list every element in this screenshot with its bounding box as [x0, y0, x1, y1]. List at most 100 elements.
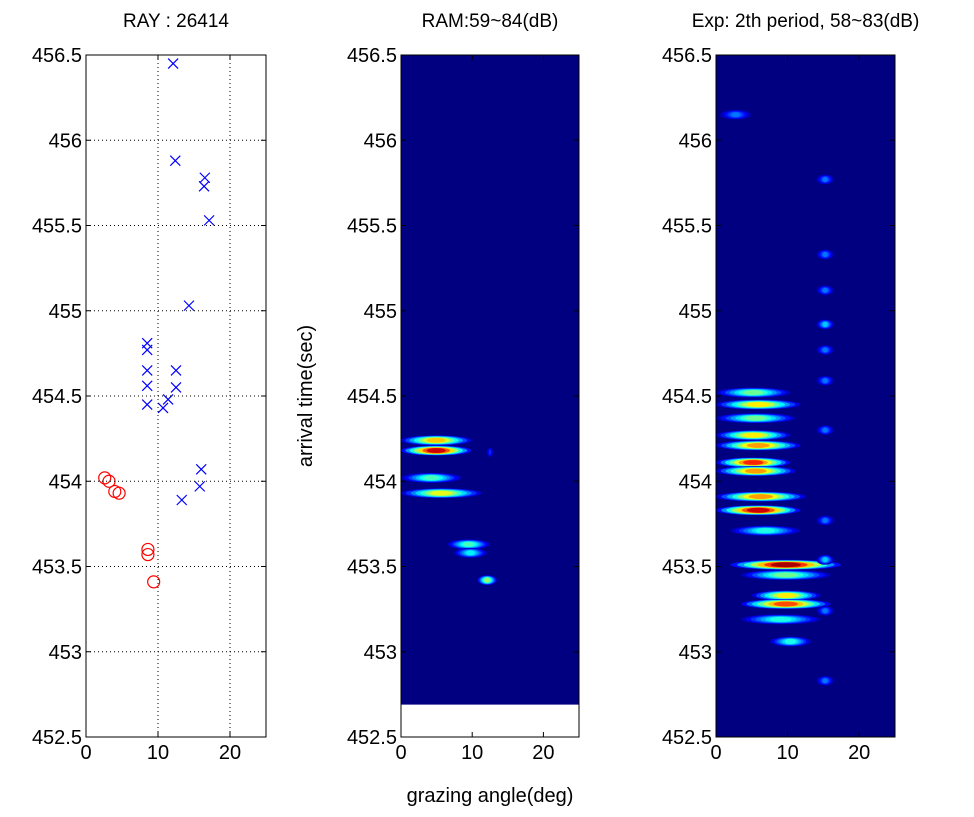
streak — [816, 375, 835, 386]
y-tick-label: 453.5 — [32, 557, 82, 579]
streak — [751, 590, 821, 601]
panel: 452.5 453 453.5 454 454.5 455 455.5 456 456.5 0 10… — [32, 11, 267, 764]
streak-layer — [465, 550, 475, 556]
streak — [401, 435, 472, 446]
streak-layer — [426, 448, 446, 453]
y-tick-label: 455.5 — [32, 216, 82, 238]
streak-layer — [822, 427, 828, 433]
y-tick-label: 453.5 — [662, 557, 712, 579]
y-tick-label: 454.5 — [662, 386, 712, 408]
streak — [816, 425, 835, 436]
y-tick-label: 454.5 — [347, 386, 397, 408]
streak-layer — [746, 507, 770, 513]
y-tick-label: 456.5 — [347, 45, 397, 67]
y-tick-label: 455.5 — [347, 216, 397, 238]
streak-layer — [776, 593, 796, 598]
streak-layer — [822, 287, 828, 293]
streak-layer — [773, 572, 798, 578]
streak — [716, 440, 801, 451]
streak — [716, 430, 791, 441]
marker-circle — [98, 471, 112, 485]
x-tick-label: 0 — [80, 742, 91, 764]
y-tick-label: 455.5 — [662, 216, 712, 238]
y-tick-label: 456 — [49, 130, 82, 152]
y-tick-label: 455 — [49, 301, 82, 323]
marker-x — [167, 58, 179, 69]
streak — [401, 445, 472, 456]
streak — [816, 554, 835, 565]
chart-title: RAM:59~84(dB) — [422, 11, 559, 32]
streak-layer — [731, 112, 741, 118]
marker-circle — [112, 486, 126, 500]
streak-layer — [430, 490, 453, 496]
marker-x — [170, 365, 182, 376]
streak — [816, 675, 835, 686]
y-tick-label: 456 — [364, 130, 397, 152]
y-tick-label: 453.5 — [347, 557, 397, 579]
x-tick-label: 10 — [776, 742, 798, 764]
streak — [453, 547, 488, 558]
streak — [716, 413, 796, 424]
streak — [716, 387, 791, 398]
streak-layer — [423, 475, 440, 481]
streak — [769, 636, 812, 647]
streak — [716, 466, 796, 477]
streak-layer — [744, 468, 767, 474]
y-axis-label: arrival time(sec) — [295, 325, 317, 467]
streak — [741, 570, 831, 581]
y-tick-label: 454 — [679, 471, 712, 493]
y-tick-label: 453 — [679, 642, 712, 664]
streak-layer — [743, 390, 764, 396]
streak — [716, 491, 806, 502]
x-tick-label: 20 — [219, 742, 241, 764]
streak-layer — [822, 557, 828, 563]
streak-layer — [770, 562, 801, 568]
streak-layer — [822, 678, 828, 684]
y-tick-label: 453 — [364, 642, 397, 664]
streak-layer — [822, 608, 828, 614]
streak-layer — [822, 252, 828, 257]
marker-circle — [141, 542, 155, 557]
marker-x — [170, 382, 182, 393]
streak-layer — [822, 518, 828, 523]
streak-layer — [755, 528, 775, 534]
streak — [719, 109, 752, 120]
marker-x — [176, 494, 188, 506]
y-tick-label: 453 — [49, 642, 82, 664]
y-tick-label: 456.5 — [662, 45, 712, 67]
streak — [741, 599, 831, 610]
marker-x — [157, 402, 169, 414]
marker-x — [203, 214, 215, 226]
marker-x — [169, 155, 181, 167]
streak — [741, 614, 821, 625]
marker-x — [198, 180, 210, 192]
marker-x — [195, 463, 207, 475]
panel: 452.5 453 453.5 454 454.5 455 455.5 456 456.5 0 10… — [662, 11, 919, 764]
streak-layer — [489, 449, 491, 455]
streak — [477, 575, 498, 586]
streak-layer — [462, 541, 475, 547]
y-tick-label: 454 — [364, 471, 397, 493]
x-tick-label: 10 — [461, 742, 483, 764]
marker-circle — [147, 575, 161, 589]
y-tick-label: 452.5 — [32, 727, 82, 749]
y-tick-label: 455 — [364, 301, 397, 323]
streak — [401, 488, 482, 499]
streak — [816, 605, 835, 616]
marker-x — [194, 480, 206, 492]
y-tick-label: 452.5 — [662, 727, 712, 749]
x-axis-label: grazing angle(deg) — [407, 785, 574, 807]
streak — [401, 472, 462, 483]
x-tick-label: 20 — [532, 742, 554, 764]
y-tick-label: 455 — [679, 301, 712, 323]
streak — [730, 525, 801, 536]
x-tick-label: 0 — [710, 742, 721, 764]
streak — [716, 399, 801, 410]
y-tick-label: 452.5 — [347, 727, 397, 749]
streak — [486, 447, 494, 458]
streak-layer — [743, 432, 764, 438]
marker-x — [199, 172, 211, 184]
streak-layer — [743, 460, 764, 465]
plot-area — [98, 58, 215, 589]
